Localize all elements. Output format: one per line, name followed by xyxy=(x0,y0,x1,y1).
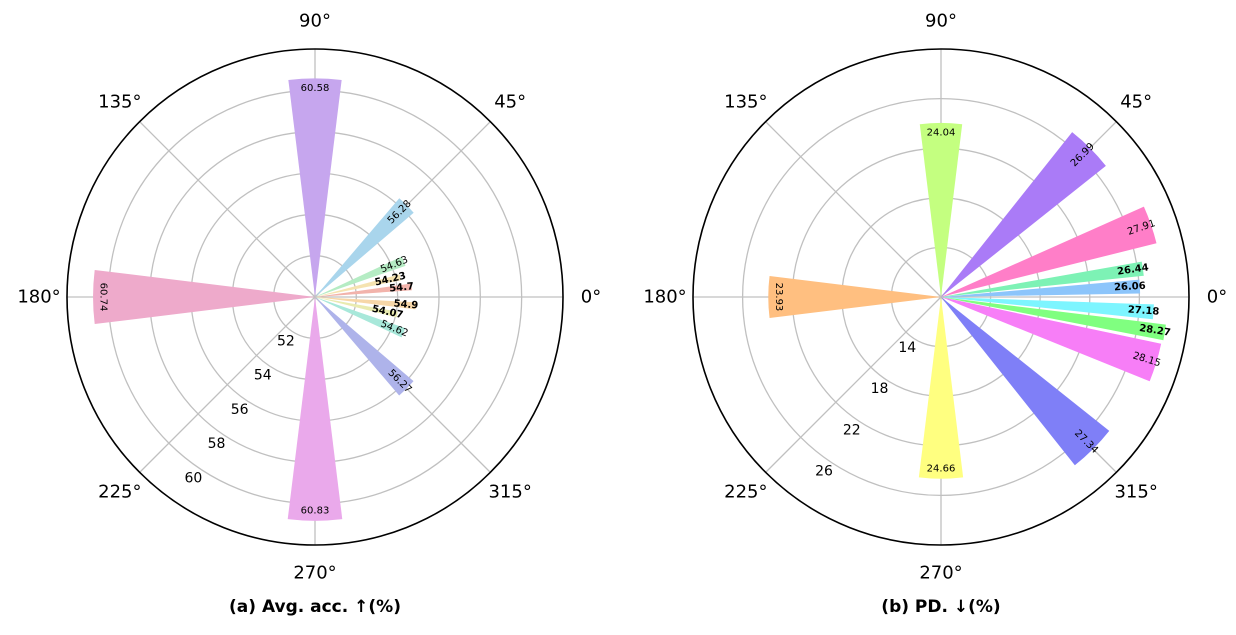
angle-label: 45° xyxy=(494,91,526,112)
bar-value-label: 24.66 xyxy=(927,463,956,474)
radial-tick-label: 18 xyxy=(871,381,889,397)
bar-value-label: 23.93 xyxy=(773,283,784,312)
angle-label: 45° xyxy=(1120,91,1152,112)
bar-8 xyxy=(315,297,414,396)
bar-5 xyxy=(941,297,1154,320)
angle-label: 225° xyxy=(724,482,767,503)
bar-value-label: 24.04 xyxy=(927,127,956,138)
outer-circle xyxy=(66,48,564,546)
bar-0 xyxy=(288,78,342,297)
angle-label: 90° xyxy=(299,11,331,32)
bar-value-label: 27.18 xyxy=(1127,305,1159,318)
radial-tick-label: 58 xyxy=(208,436,226,452)
bar-7 xyxy=(941,297,1162,382)
angular-gridline xyxy=(139,121,316,298)
bar-value-label: 54.9 xyxy=(393,298,419,311)
angle-label: 90° xyxy=(925,11,957,32)
radial-tick-label: 26 xyxy=(815,463,833,479)
bar-6 xyxy=(941,297,1166,341)
bar-2 xyxy=(941,206,1157,297)
bar-value-label: 28.27 xyxy=(1138,323,1171,339)
bar-4 xyxy=(941,279,1141,297)
bar-value-label: 26.44 xyxy=(1117,262,1150,277)
angle-label: 135° xyxy=(724,91,767,112)
radial-tick-label: 14 xyxy=(898,340,916,356)
chart-caption: (b) PD. ↓(%) xyxy=(881,597,1000,617)
angle-label: 270° xyxy=(293,563,336,584)
bar-value-label: 60.83 xyxy=(301,505,330,516)
bar-1 xyxy=(941,132,1106,297)
angle-label: 0° xyxy=(1207,287,1227,308)
polar-chart-b: 24.0426.9927.9126.4426.0627.1828.2728.15… xyxy=(643,11,1227,618)
angle-label: 315° xyxy=(1114,482,1157,503)
bar-1 xyxy=(315,198,414,297)
bar-10 xyxy=(287,297,343,521)
angle-label: 135° xyxy=(98,91,141,112)
bar-2 xyxy=(315,256,406,297)
bar-8 xyxy=(941,297,1110,466)
bar-5 xyxy=(315,297,417,310)
angular-gridline xyxy=(765,296,942,473)
bar-9 xyxy=(768,275,941,319)
angle-label: 180° xyxy=(643,287,686,308)
angle-label: 180° xyxy=(17,287,60,308)
bar-value-label: 54.7 xyxy=(389,281,415,295)
bar-3 xyxy=(941,261,1144,297)
polar-chart-a: 60.5856.2854.6354.2354.754.954.0754.6256… xyxy=(17,11,601,618)
radial-tick-label: 52 xyxy=(277,333,295,349)
bar-3 xyxy=(315,274,401,297)
radial-tick-label: 22 xyxy=(843,422,861,438)
bar-value-label: 26.06 xyxy=(1114,281,1146,294)
angle-label: 225° xyxy=(98,482,141,503)
angle-label: 315° xyxy=(488,482,531,503)
chart-caption: (a) Avg. acc. ↑(%) xyxy=(229,597,401,617)
bar-0 xyxy=(919,122,963,298)
angular-gridline xyxy=(765,121,942,298)
radial-tick-label: 54 xyxy=(254,368,272,384)
bar-4 xyxy=(315,283,412,297)
bar-value-label: 60.58 xyxy=(301,83,330,94)
angular-gridline xyxy=(139,296,316,473)
angle-label: 270° xyxy=(919,563,962,584)
bar-7 xyxy=(315,297,406,338)
bar-value-label: 60.74 xyxy=(98,283,109,312)
bar-6 xyxy=(315,297,398,318)
bar-10 xyxy=(918,297,964,479)
radial-tick-label: 56 xyxy=(231,402,249,418)
bar-9 xyxy=(93,269,315,325)
angle-label: 0° xyxy=(581,287,601,308)
radial-tick-label: 60 xyxy=(185,470,203,486)
outer-circle xyxy=(692,48,1190,546)
